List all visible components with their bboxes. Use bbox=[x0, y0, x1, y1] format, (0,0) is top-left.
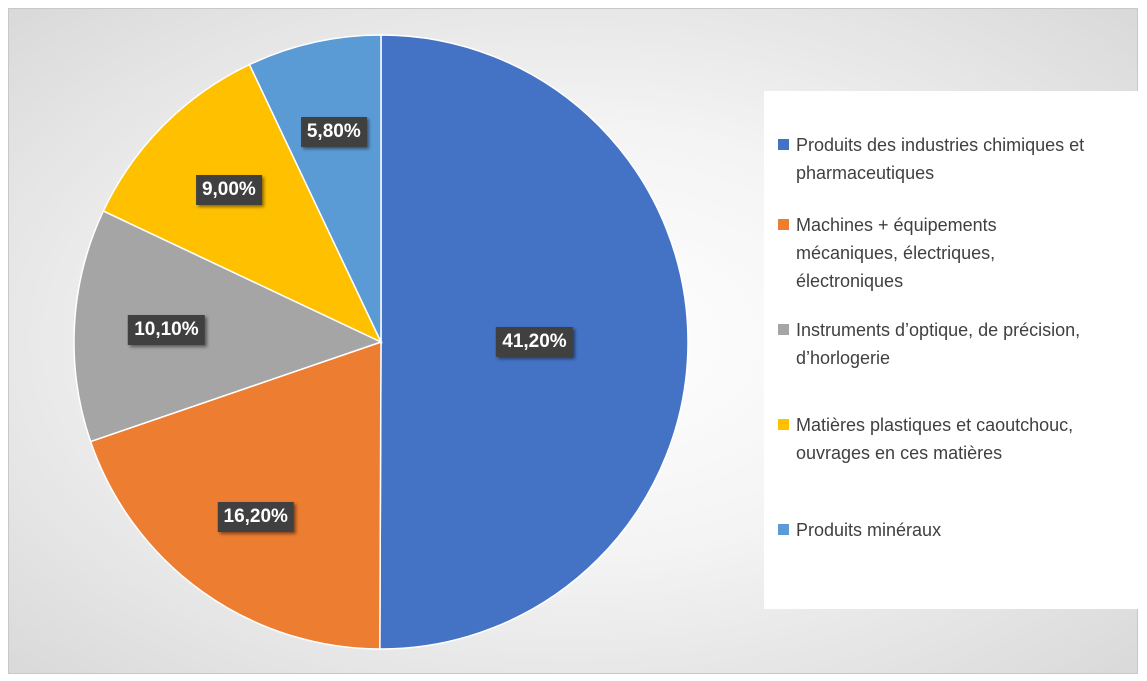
chart-area: Produits des industries chimiques et pha… bbox=[8, 8, 1147, 674]
pie-slice bbox=[89, 340, 382, 650]
data-label: 9,00% bbox=[195, 175, 262, 206]
legend-label: Instruments d’optique, de précision, d’h… bbox=[796, 320, 1081, 368]
pie-slice bbox=[248, 34, 382, 343]
legend-entry: Machines + équipements mécaniques, élect… bbox=[778, 211, 1101, 295]
legend-label: Machines + équipements mécaniques, élect… bbox=[796, 215, 997, 291]
legend-label: Matières plastiques et caoutchouc, ouvra… bbox=[796, 415, 1074, 463]
legend-swatch bbox=[778, 219, 789, 230]
legend-label: Produits minéraux bbox=[796, 520, 942, 540]
legend-label: Produits des industries chimiques et pha… bbox=[796, 135, 1085, 183]
legend-entry: Produits des industries chimiques et pha… bbox=[778, 131, 1101, 187]
legend-swatch bbox=[778, 324, 789, 335]
data-label: 10,10% bbox=[128, 315, 205, 346]
legend-swatch bbox=[778, 524, 789, 535]
legend-entry: Matières plastiques et caoutchouc, ouvra… bbox=[778, 411, 1101, 467]
data-label: 41,20% bbox=[496, 327, 573, 358]
legend-swatch bbox=[778, 419, 789, 430]
data-label: 5,80% bbox=[300, 117, 367, 148]
pie-slice bbox=[73, 209, 383, 443]
legend-entry: Produits minéraux bbox=[778, 516, 1101, 544]
legend-swatch bbox=[778, 139, 789, 150]
legend: Produits des industries chimiques et pha… bbox=[764, 91, 1147, 609]
legend-entry: Instruments d’optique, de précision, d’h… bbox=[778, 316, 1101, 372]
data-label: 16,20% bbox=[217, 501, 294, 532]
